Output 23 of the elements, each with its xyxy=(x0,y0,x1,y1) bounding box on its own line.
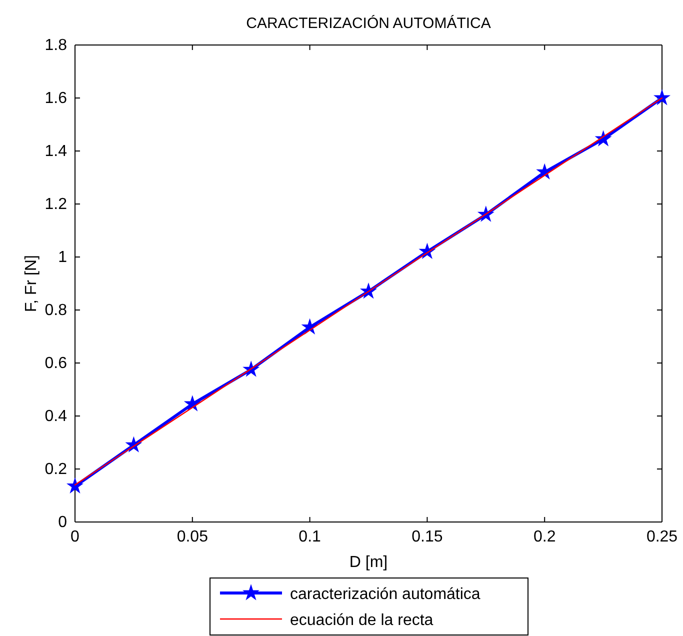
point xyxy=(653,89,671,106)
y-tick-label: 0 xyxy=(58,514,68,532)
y-tick-label: 1.2 xyxy=(44,196,68,214)
legend-label: ecuación de la recta xyxy=(290,612,434,629)
x-tick-label: 0.2 xyxy=(533,528,556,546)
x-tick-label: 0.15 xyxy=(412,528,443,546)
y-tick-label: 1.6 xyxy=(44,90,68,108)
y-axis-title: F, Fr [N] xyxy=(23,255,40,312)
point xyxy=(66,477,84,494)
y-tick-label: 0.2 xyxy=(44,461,68,478)
legend-label: caracterización automática xyxy=(290,586,480,603)
x-tick-label: 0.25 xyxy=(646,528,678,546)
y-tick-label: 0.4 xyxy=(44,408,68,426)
y-tick-label: 0.6 xyxy=(44,355,68,372)
x-axis-title: D [m] xyxy=(349,554,388,571)
y-tick-label: 1.8 xyxy=(44,37,68,54)
y-tick-label: 0.8 xyxy=(44,302,68,320)
x-tick-label: 0.1 xyxy=(298,528,322,546)
y-tick-label: 1 xyxy=(58,249,68,266)
x-tick-label: 0 xyxy=(70,528,80,546)
x-tick-label: 0.05 xyxy=(176,528,208,546)
chart-title: CARACTERIZACIÓN AUTOMÁTICA xyxy=(246,14,491,32)
y-tick-label: 1.4 xyxy=(44,143,68,160)
